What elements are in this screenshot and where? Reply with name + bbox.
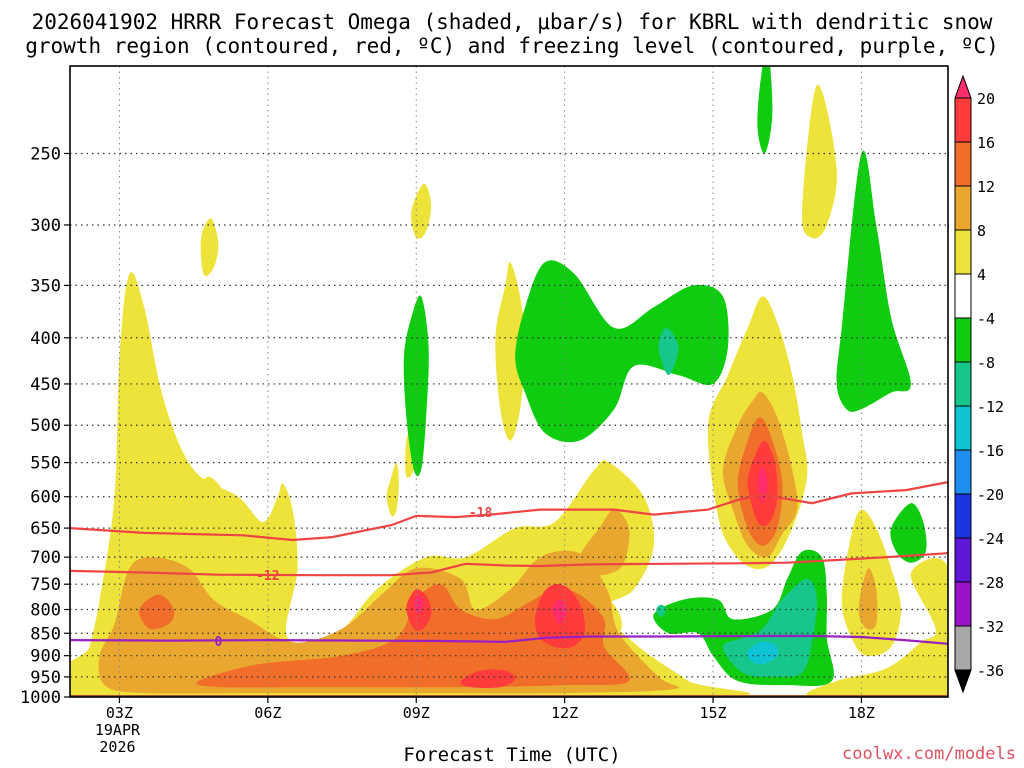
omega-region [858,568,878,630]
colorbar-label: -20 [977,486,1004,504]
title-line-2: growth region (contoured, red, ºC) and f… [25,34,999,58]
colorbar-label: -16 [977,442,1004,460]
omega-region [193,476,234,535]
colorbar-bottom-arrow [954,669,972,694]
colorbar-segment [954,273,972,319]
colorbar-top-arrow [954,74,972,99]
y-tick-label: 1000 [20,688,61,708]
omega-region [386,462,399,517]
omega-region [757,66,773,154]
omega-region [579,509,630,576]
x-axis-label: Forecast Time (UTC) [403,744,621,766]
dendritic-m12-label: -12 [256,569,279,584]
colorbar-segment [954,317,972,363]
omega-region [806,558,948,697]
colorbar-label: -8 [977,354,995,372]
colorbar-label: 16 [977,134,995,152]
omega-region [656,604,667,617]
y-tick-label: 700 [30,548,61,568]
colorbar-label: -36 [977,662,1004,680]
omega-region [200,218,219,276]
omega-region [658,327,679,376]
colorbar-segment [954,493,972,539]
omega-region [836,150,911,412]
site-credit: coolwx.com/models [842,744,1016,764]
colorbar-segment [954,537,972,583]
colorbar-segment [954,97,972,143]
x-tick-sublabel: 2026 [99,738,135,756]
freezing-0-contour [70,634,948,645]
y-tick-label: 600 [30,488,61,508]
y-tick-label: 550 [30,454,61,474]
colorbar-label: -12 [977,398,1004,416]
freezing-0-label: 0 [214,635,222,650]
colorbar-label: 20 [977,90,995,108]
colorbar-label: -4 [977,310,995,328]
omega-region [411,183,432,239]
y-tick-label: 250 [30,144,61,164]
y-tick-label: 750 [30,575,61,595]
colorbar-segment [954,625,972,671]
omega-region [747,641,779,665]
omega-region [495,262,526,441]
omega-region [515,260,729,443]
colorbar-label: -24 [977,530,1004,548]
x-tick-sublabel: 19APR [95,721,141,739]
x-tick-label: 15Z [699,704,726,722]
x-tick-label: 03Z [106,704,133,722]
y-tick-label: 800 [30,601,61,621]
x-tick-label: 18Z [848,704,875,722]
dendritic-m18-label: -18 [469,506,493,521]
ground-strip [70,695,948,697]
title-line-1: 2026041902 HRRR Forecast Omega (shaded, … [31,10,993,34]
omega-region [139,594,175,630]
colorbar-label: 4 [977,266,986,284]
dendritic-m12-contour [70,552,948,577]
colorbar-segment [954,185,972,231]
omega-region [552,599,568,624]
plot-frame [69,65,949,698]
colorbar-label: -32 [977,618,1004,636]
x-tick-label: 12Z [551,704,578,722]
y-tick-label: 850 [30,624,61,644]
colorbar-label: 8 [977,222,986,240]
colorbar-segment [954,361,972,407]
x-tick-label: 06Z [254,704,281,722]
y-tick-label: 900 [30,647,61,667]
colorbar-segment [954,229,972,275]
omega-region [460,669,516,688]
colorbar-label: 12 [977,178,995,196]
omega-region [757,466,768,504]
omega-region [802,84,837,239]
x-tick-label: 09Z [403,704,430,722]
colorbar-segment [954,141,972,187]
y-tick-label: 400 [30,329,61,349]
y-tick-label: 450 [30,375,61,395]
dendritic-m18-contour [70,481,948,542]
colorbar-segment [954,581,972,627]
colorbar-segment [954,405,972,451]
y-tick-label: 950 [30,668,61,688]
y-tick-label: 300 [30,216,61,236]
colorbar-segment [954,449,972,495]
colorbar-label: -28 [977,574,1004,592]
omega-region [413,594,424,615]
y-tick-label: 500 [30,416,61,436]
y-tick-label: 350 [30,276,61,296]
omega-region [722,578,818,678]
y-tick-label: 650 [30,519,61,539]
omega-region [890,503,927,563]
plot-area: -18 -12 0 [70,66,948,697]
